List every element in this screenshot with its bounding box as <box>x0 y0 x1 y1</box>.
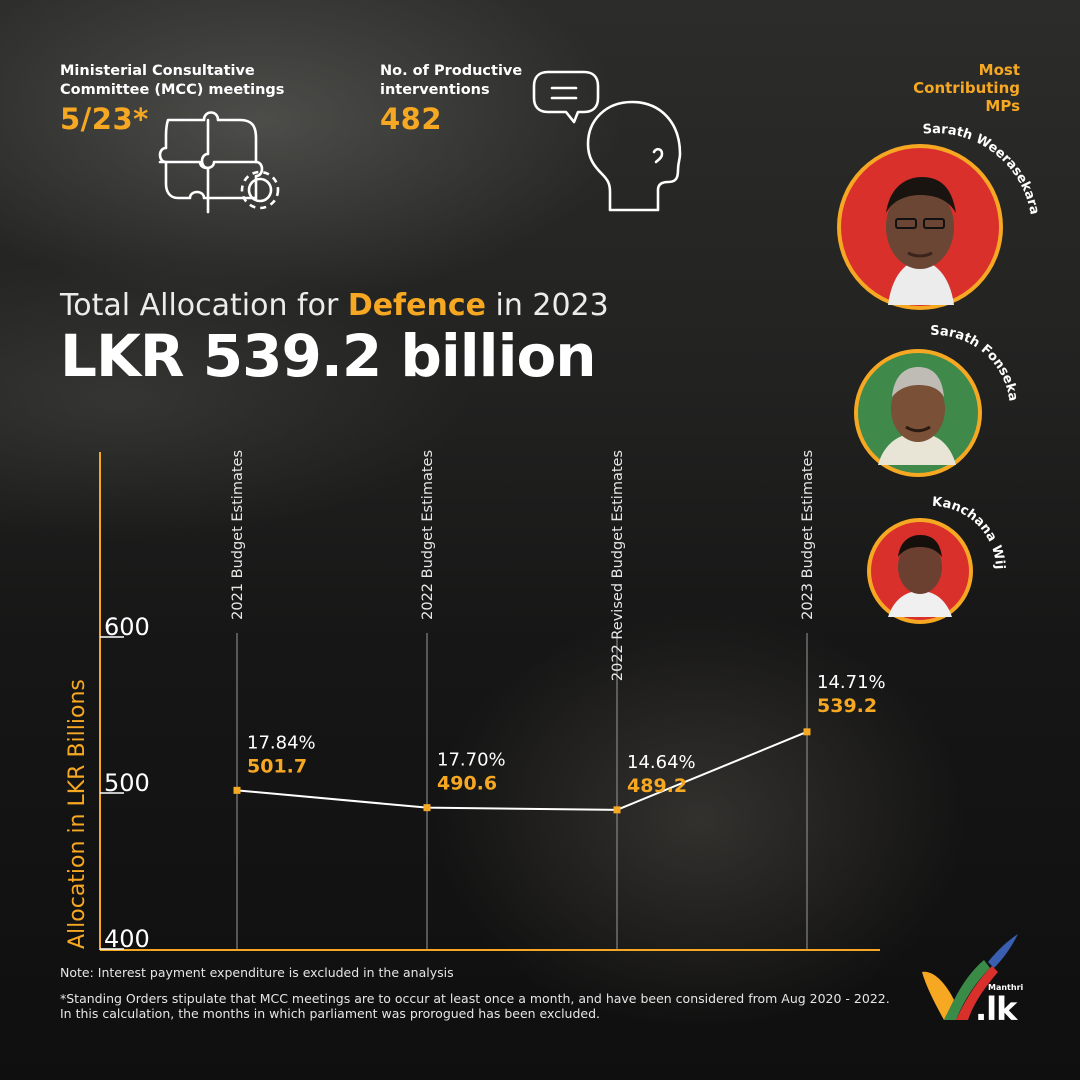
note-footnote: *Standing Orders stipulate that MCC meet… <box>60 991 920 1021</box>
headline-suffix: in 2023 <box>485 288 609 323</box>
percent-label: 14.64% <box>627 752 696 773</box>
brand-small: Manthri <box>988 983 1024 992</box>
gear-icon <box>240 170 280 210</box>
headline-value: LKR 539.2 billion <box>60 322 597 390</box>
series-line <box>236 730 808 811</box>
head-profile-icon <box>586 100 682 212</box>
y-tick-label: 500 <box>104 769 150 797</box>
interventions-label-line2: interventions <box>380 82 490 98</box>
value-label: 501.7 <box>247 755 307 777</box>
y-axis-label: Allocation in LKR Billions <box>65 679 90 949</box>
mps-heading-line2: Contributing <box>913 79 1020 97</box>
mp-portrait-3 <box>867 518 973 624</box>
interventions-label: No. of Productive interventions <box>380 62 522 100</box>
category-label: 2023 Budget Estimates <box>800 450 816 620</box>
mp-portrait-2 <box>854 349 982 477</box>
note-footnote-line2: In this calculation, the months in which… <box>60 1006 601 1021</box>
data-point <box>613 806 621 814</box>
note-footnote-line1: *Standing Orders stipulate that MCC meet… <box>60 991 890 1006</box>
value-label: 490.6 <box>437 773 497 795</box>
percent-label: 17.84% <box>247 732 316 753</box>
interventions-label-line1: No. of Productive <box>380 63 523 79</box>
headline-highlight: Defence <box>347 288 486 323</box>
mps-heading: Most Contributing MPs <box>913 61 1020 115</box>
y-tick-label: 400 <box>104 925 150 953</box>
category-label: 2022 Revised Budget Estimates <box>610 450 626 681</box>
puzzle-head-icon <box>158 111 280 214</box>
mcc-label: Ministerial Consultative Committee (MCC)… <box>60 62 284 100</box>
percent-label: 14.71% <box>817 672 886 693</box>
mp-portrait-1 <box>837 144 1003 310</box>
data-point <box>233 786 241 794</box>
headline-prefix: Total Allocation for <box>60 288 348 323</box>
checkmark-logo-icon <box>922 934 1018 1020</box>
mps-heading-line1: Most <box>978 61 1020 79</box>
data-point <box>803 728 811 736</box>
interventions-value: 482 <box>380 102 443 136</box>
brand-name: .lk <box>975 990 1017 1028</box>
value-label: 539.2 <box>817 695 877 717</box>
mcc-value: 5/23* <box>60 102 149 136</box>
category-label: 2022 Budget Estimates <box>420 450 436 620</box>
mcc-label-line1: Ministerial Consultative <box>60 63 255 79</box>
note-interest: Note: Interest payment expenditure is ex… <box>60 965 454 980</box>
category-label: 2021 Budget Estimates <box>230 450 246 620</box>
headline-title: Total Allocation for Defence in 2023 <box>60 288 609 323</box>
speech-bubble-icon <box>532 70 600 124</box>
data-point <box>423 804 431 812</box>
percent-label: 17.70% <box>437 750 506 771</box>
speech-head-icon <box>532 70 682 212</box>
mps-heading-line3: MPs <box>985 97 1020 115</box>
y-tick-label: 600 <box>104 613 150 641</box>
value-label: 489.2 <box>627 775 687 797</box>
mcc-label-line2: Committee (MCC) meetings <box>60 82 285 98</box>
mp-portraits: Sarath Weerasekara Sarath Fonseka Kancha… <box>820 115 1042 624</box>
